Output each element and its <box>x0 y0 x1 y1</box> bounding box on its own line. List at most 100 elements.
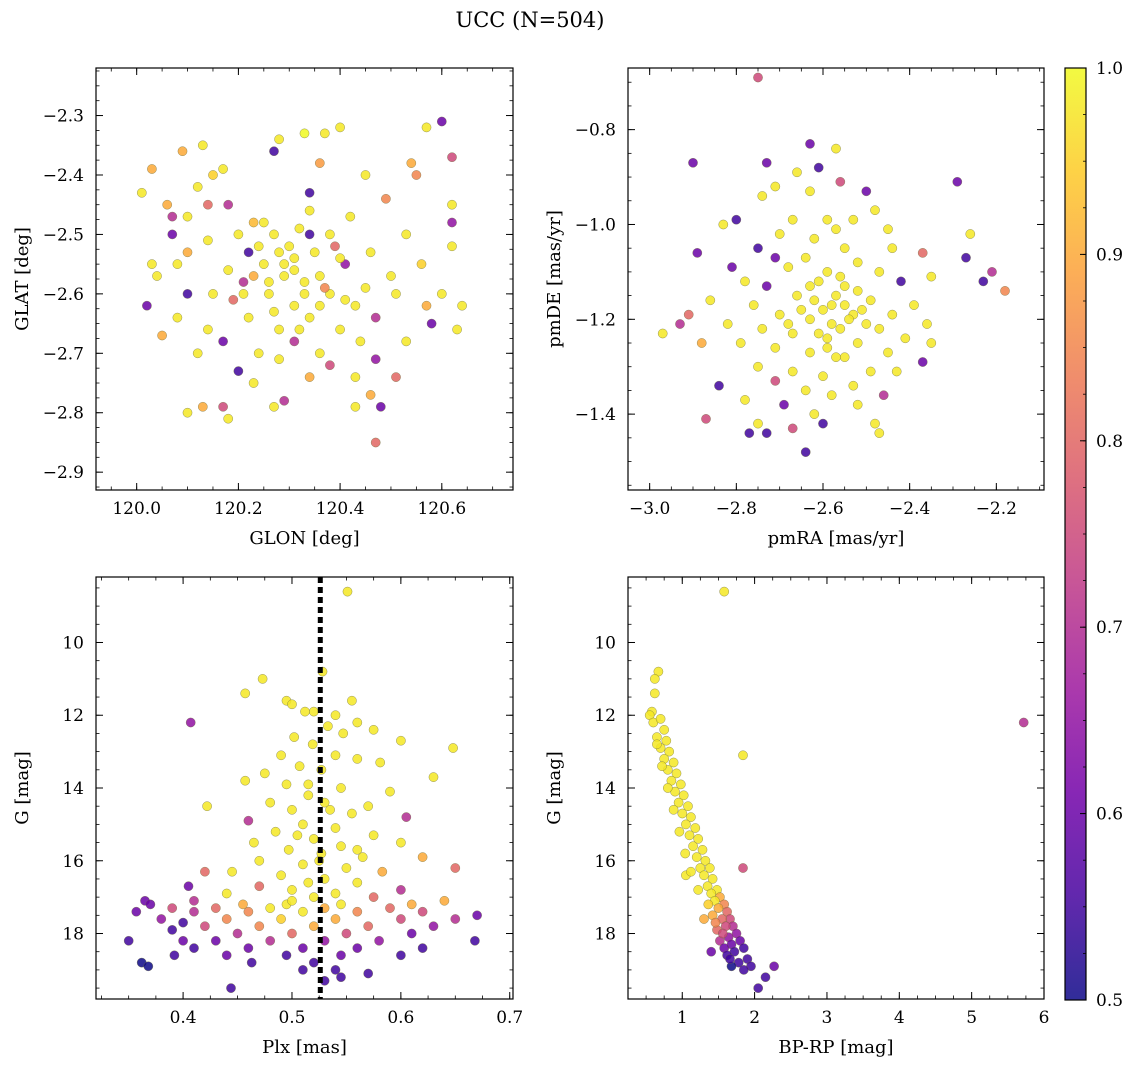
data-point <box>673 797 684 808</box>
data-point <box>182 407 193 418</box>
data-point <box>961 252 971 263</box>
data-point <box>677 808 688 819</box>
data-point <box>831 224 841 235</box>
data-point <box>314 271 325 281</box>
data-point <box>774 229 785 239</box>
data-point <box>254 921 265 932</box>
data-point <box>323 721 333 732</box>
data-point <box>243 815 254 826</box>
data-point <box>298 859 308 870</box>
data-point <box>770 252 781 263</box>
data-point <box>813 328 824 339</box>
data-point <box>178 917 188 928</box>
data-point <box>738 965 749 975</box>
data-point <box>182 289 193 299</box>
data-point <box>352 943 363 953</box>
data-point <box>330 241 340 252</box>
data-point <box>874 428 885 438</box>
data-point <box>406 928 417 939</box>
data-point <box>265 903 276 913</box>
data-point <box>248 271 259 281</box>
data-point <box>697 844 708 855</box>
x-tick-label: 120.2 <box>214 499 263 519</box>
data-point <box>725 954 735 964</box>
data-point <box>303 779 314 790</box>
data-point <box>352 877 363 888</box>
x-tick-label: 1 <box>677 1008 688 1028</box>
data-point <box>330 888 341 899</box>
data-point <box>922 319 932 329</box>
data-point <box>375 757 386 768</box>
data-point <box>287 804 297 815</box>
data-point <box>363 968 374 979</box>
data-point <box>347 808 357 819</box>
data-point <box>770 376 781 386</box>
data-point <box>218 401 228 412</box>
data-point <box>675 319 685 329</box>
data-point <box>156 914 167 924</box>
data-point <box>678 790 689 801</box>
data-point <box>218 336 228 347</box>
data-point <box>649 674 660 684</box>
data-point <box>200 866 210 877</box>
data-point <box>753 418 763 429</box>
data-point <box>692 248 703 258</box>
data-point <box>289 300 300 311</box>
data-point <box>197 401 208 412</box>
data-point <box>448 743 458 753</box>
data-point <box>240 688 251 699</box>
y-tick-label: −1.2 <box>575 310 616 330</box>
x-tick-label: 0.7 <box>496 1008 523 1028</box>
colorbar-tick-label: 0.7 <box>1096 618 1123 638</box>
data-point <box>796 304 807 315</box>
data-point <box>276 914 286 924</box>
y-tick-label: −1.4 <box>575 405 616 425</box>
data-point <box>258 217 269 228</box>
data-point <box>254 881 265 892</box>
data-point <box>363 921 374 932</box>
data-point <box>987 267 997 277</box>
x-tick-label: 0.4 <box>170 1008 197 1028</box>
data-point <box>385 903 395 913</box>
data-point <box>706 946 717 957</box>
data-point <box>428 921 439 932</box>
data-point <box>355 336 366 347</box>
data-point <box>447 217 457 228</box>
data-point <box>208 289 218 299</box>
data-point <box>700 855 711 866</box>
data-point <box>744 428 755 438</box>
data-point <box>878 390 889 401</box>
data-point <box>655 714 666 724</box>
data-point <box>396 735 406 746</box>
data-point <box>341 928 352 939</box>
y-axis-label: GLAT [deg] <box>12 227 33 331</box>
data-point <box>177 146 188 157</box>
data-point <box>269 306 279 317</box>
data-point <box>335 324 345 335</box>
data-point <box>822 267 833 277</box>
y-tick-label: −2.8 <box>43 404 84 424</box>
data-point <box>391 372 401 382</box>
data-point <box>243 943 254 953</box>
data-point <box>661 735 672 746</box>
x-tick-label: 0.6 <box>387 1008 414 1028</box>
data-point <box>787 366 798 377</box>
data-point <box>835 271 846 282</box>
data-point <box>887 309 898 320</box>
data-point <box>169 950 180 961</box>
data-point <box>182 247 193 258</box>
data-point <box>375 401 386 412</box>
data-point <box>691 852 702 862</box>
data-point <box>243 312 254 323</box>
data-point <box>221 950 232 961</box>
data-point <box>131 906 142 917</box>
data-point <box>805 281 815 291</box>
data-point <box>690 823 701 833</box>
data-point <box>325 229 335 240</box>
data-point <box>307 739 318 750</box>
data-point <box>269 146 279 157</box>
data-point <box>319 128 330 139</box>
data-point <box>147 259 157 269</box>
data-point <box>279 271 290 281</box>
